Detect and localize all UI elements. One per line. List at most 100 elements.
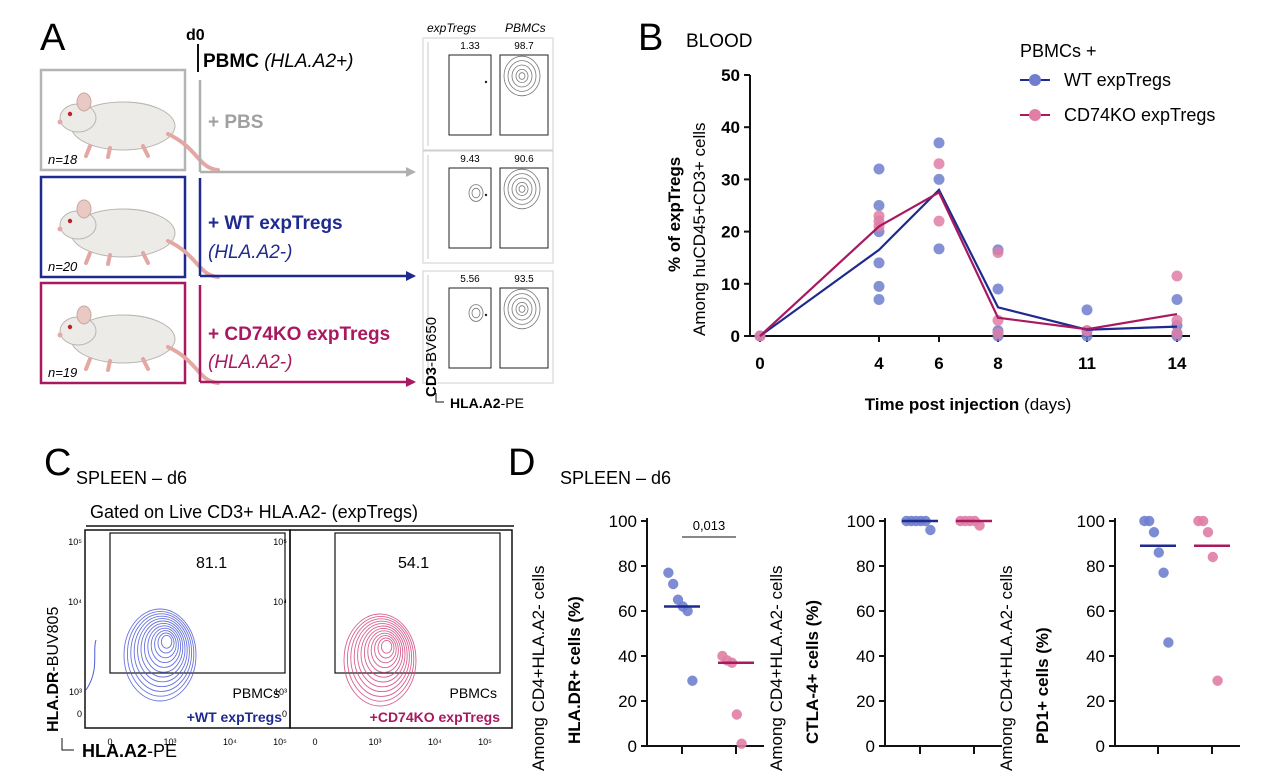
chart-d1-ylabel-bold: HLA.DR+ cells (%) [565, 596, 584, 744]
flow-plot-wt-y-tick-label: 10⁴ [68, 597, 82, 607]
chart-b-x-tick-label: 4 [874, 354, 884, 373]
chart-b-plot: 0 10 20 30 40 50 0 4 6 8 11 14 [721, 66, 1190, 373]
chart-b-point-wt [933, 173, 945, 185]
chart-d2-y-tick-label: 60 [856, 602, 875, 621]
chart-b-ylabel-bold: % of expTregs [665, 157, 684, 272]
panel-b-letter: B [638, 17, 663, 59]
chart-b-x-tick-label: 14 [1168, 354, 1187, 373]
chart-d2-y-tick-label: 80 [856, 557, 875, 576]
panel-d: D SPLEEN – d6 0 20 40 60 80 100 0,013 HLA.DR+ c… [508, 442, 1240, 771]
chart-d2-y-tick-label: 0 [866, 737, 875, 756]
ko-group-box [39, 281, 187, 385]
chart-b-point-ko [933, 215, 945, 227]
mini-flow-3-contour-small [468, 304, 484, 322]
chart-b-point-wt [1081, 304, 1093, 316]
chart-d3-point [1207, 551, 1219, 563]
flow-plot-wt-contour [143, 622, 184, 673]
chart-d3-point [1163, 637, 1174, 648]
chart-b-point-ko [992, 327, 1004, 339]
chart-b-y-tick-label: 30 [721, 170, 740, 189]
flow-plot-wt-y-tick-label: 10³ [69, 687, 82, 697]
chart-d1-y-tick-label: 100 [609, 512, 637, 531]
flow-plot-ko-gate [334, 532, 501, 674]
flow-plot-ko-contour [380, 639, 393, 654]
ko-hla-label: (HLA.A2-) [208, 352, 292, 373]
sample-label-ko: PBMCs [450, 685, 497, 701]
chart-d1-point [736, 738, 747, 749]
chart-b-point-wt [873, 293, 885, 305]
flow-plot-ko-x-tick-label: 10⁵ [478, 737, 492, 747]
flow-plot-wt-contour [147, 625, 182, 668]
chart-d3-y-tick-label: 100 [1077, 512, 1105, 531]
chart-d2-y-tick-label: 40 [856, 647, 875, 666]
chart-d3-ylabel-bold: PD1+ cells (%) [1033, 627, 1052, 744]
flow-header-pbmcs: PBMCs [505, 21, 546, 35]
mini-flow-2-gate-left [448, 167, 492, 249]
flow-plot-ko-contour [357, 623, 408, 688]
mini-flow-3-contour [515, 301, 529, 316]
chart-b-x-tick-label: 11 [1078, 354, 1096, 373]
chart-d1-y-tick-label: 40 [618, 647, 637, 666]
chart-d1-point [668, 578, 679, 590]
flow-plot-ko-frame [289, 529, 513, 729]
chart-d1-ylabel-rest: Among CD4+HLA.A2- cells [529, 565, 548, 771]
flow-plot-ko-contour [374, 635, 397, 664]
flow-plot-ko-contour [363, 627, 404, 678]
mini-flow-3-value-left: 5.56 [460, 274, 480, 285]
mini-flow-1-value-right: 98.7 [514, 41, 534, 52]
flow-plot-ko-contour [377, 637, 395, 659]
legend-dot-wt [1029, 74, 1041, 86]
chart-b-y-tick-label: 40 [721, 118, 740, 137]
panel-a-letter: A [40, 17, 66, 59]
chart-b-point-wt [873, 257, 885, 269]
d0-label: d0 [186, 27, 205, 44]
panel-d-plots: 0 20 40 60 80 100 0,013 HLA.DR+ cells (%) Among … [529, 512, 1240, 771]
chart-d1-y-tick-label: 0 [628, 737, 637, 756]
mini-flow-1-contour [511, 64, 533, 88]
chart-d1-y-tick-label: 60 [618, 602, 637, 621]
chart-d3-point [1198, 515, 1209, 527]
panel-d-subtitle: SPLEEN – d6 [560, 468, 671, 488]
chart-b-y-tick-label: 0 [731, 327, 740, 346]
chart-d2-y-tick-label: 100 [847, 512, 875, 531]
mini-flow-1-gate-right [499, 54, 549, 136]
chart-d3-y-tick-label: 60 [1086, 602, 1105, 621]
mini-flow-3-contour [503, 288, 541, 330]
mini-flow-2-contour [518, 185, 526, 193]
chart-d3-y-tick-label: 0 [1096, 737, 1105, 756]
chart-b-point-wt [873, 200, 885, 211]
mini-flow-1-gate-left [448, 54, 492, 136]
chart-b-mean-line-ko [759, 190, 1178, 337]
chart-d3-y-tick-label: 40 [1086, 647, 1105, 666]
flow-plot-wt-contour [137, 618, 188, 683]
chart-b-ylabel-rest: Among huCD45+CD3+ cells [690, 122, 709, 336]
mini-flow-3-gate-left [448, 287, 492, 369]
chart-d3-point [1148, 527, 1160, 538]
flow-plot-ko-contour [343, 613, 417, 707]
chart-b-point-ko [992, 246, 1004, 258]
n-wt: n=20 [48, 259, 78, 274]
chart-d2-ylabel-bold: CTLA-4+ cells (%) [803, 600, 822, 744]
ko-label: + CD74KO expTregs [208, 324, 390, 345]
flow-plot-ko-y-tick-label: 10³ [274, 687, 287, 697]
pbs-label: + PBS [208, 112, 263, 133]
chart-b-point-wt [873, 163, 885, 175]
chart-d2-ylabel-rest: Among CD4+HLA.A2- cells [767, 565, 786, 771]
flow-plot-wt-contour [157, 632, 175, 654]
mouse-illustration-ko [55, 304, 220, 385]
mini-flow-3-event [484, 313, 488, 317]
flow-header-exptregs: expTregs [427, 21, 476, 35]
mini-flow-2-contour [503, 168, 541, 210]
flow-axis-corner [435, 393, 444, 403]
chart-b-point-wt [873, 280, 885, 292]
pbs-group-box [39, 68, 187, 172]
mini-flow-2-value-right: 90.6 [514, 154, 534, 165]
panel-c-subtitle: SPLEEN – d6 [76, 468, 187, 488]
wt-label: + WT expTregs [208, 213, 343, 234]
chart-d3-y-tick-label: 20 [1086, 692, 1105, 711]
flow-plot-wt-contour [160, 634, 173, 649]
mini-flow-2-contour-small [471, 187, 481, 199]
panel-c-xaxis-label: HLA.A2-PE [82, 741, 177, 761]
flow-plot-wt-contour [130, 613, 193, 692]
